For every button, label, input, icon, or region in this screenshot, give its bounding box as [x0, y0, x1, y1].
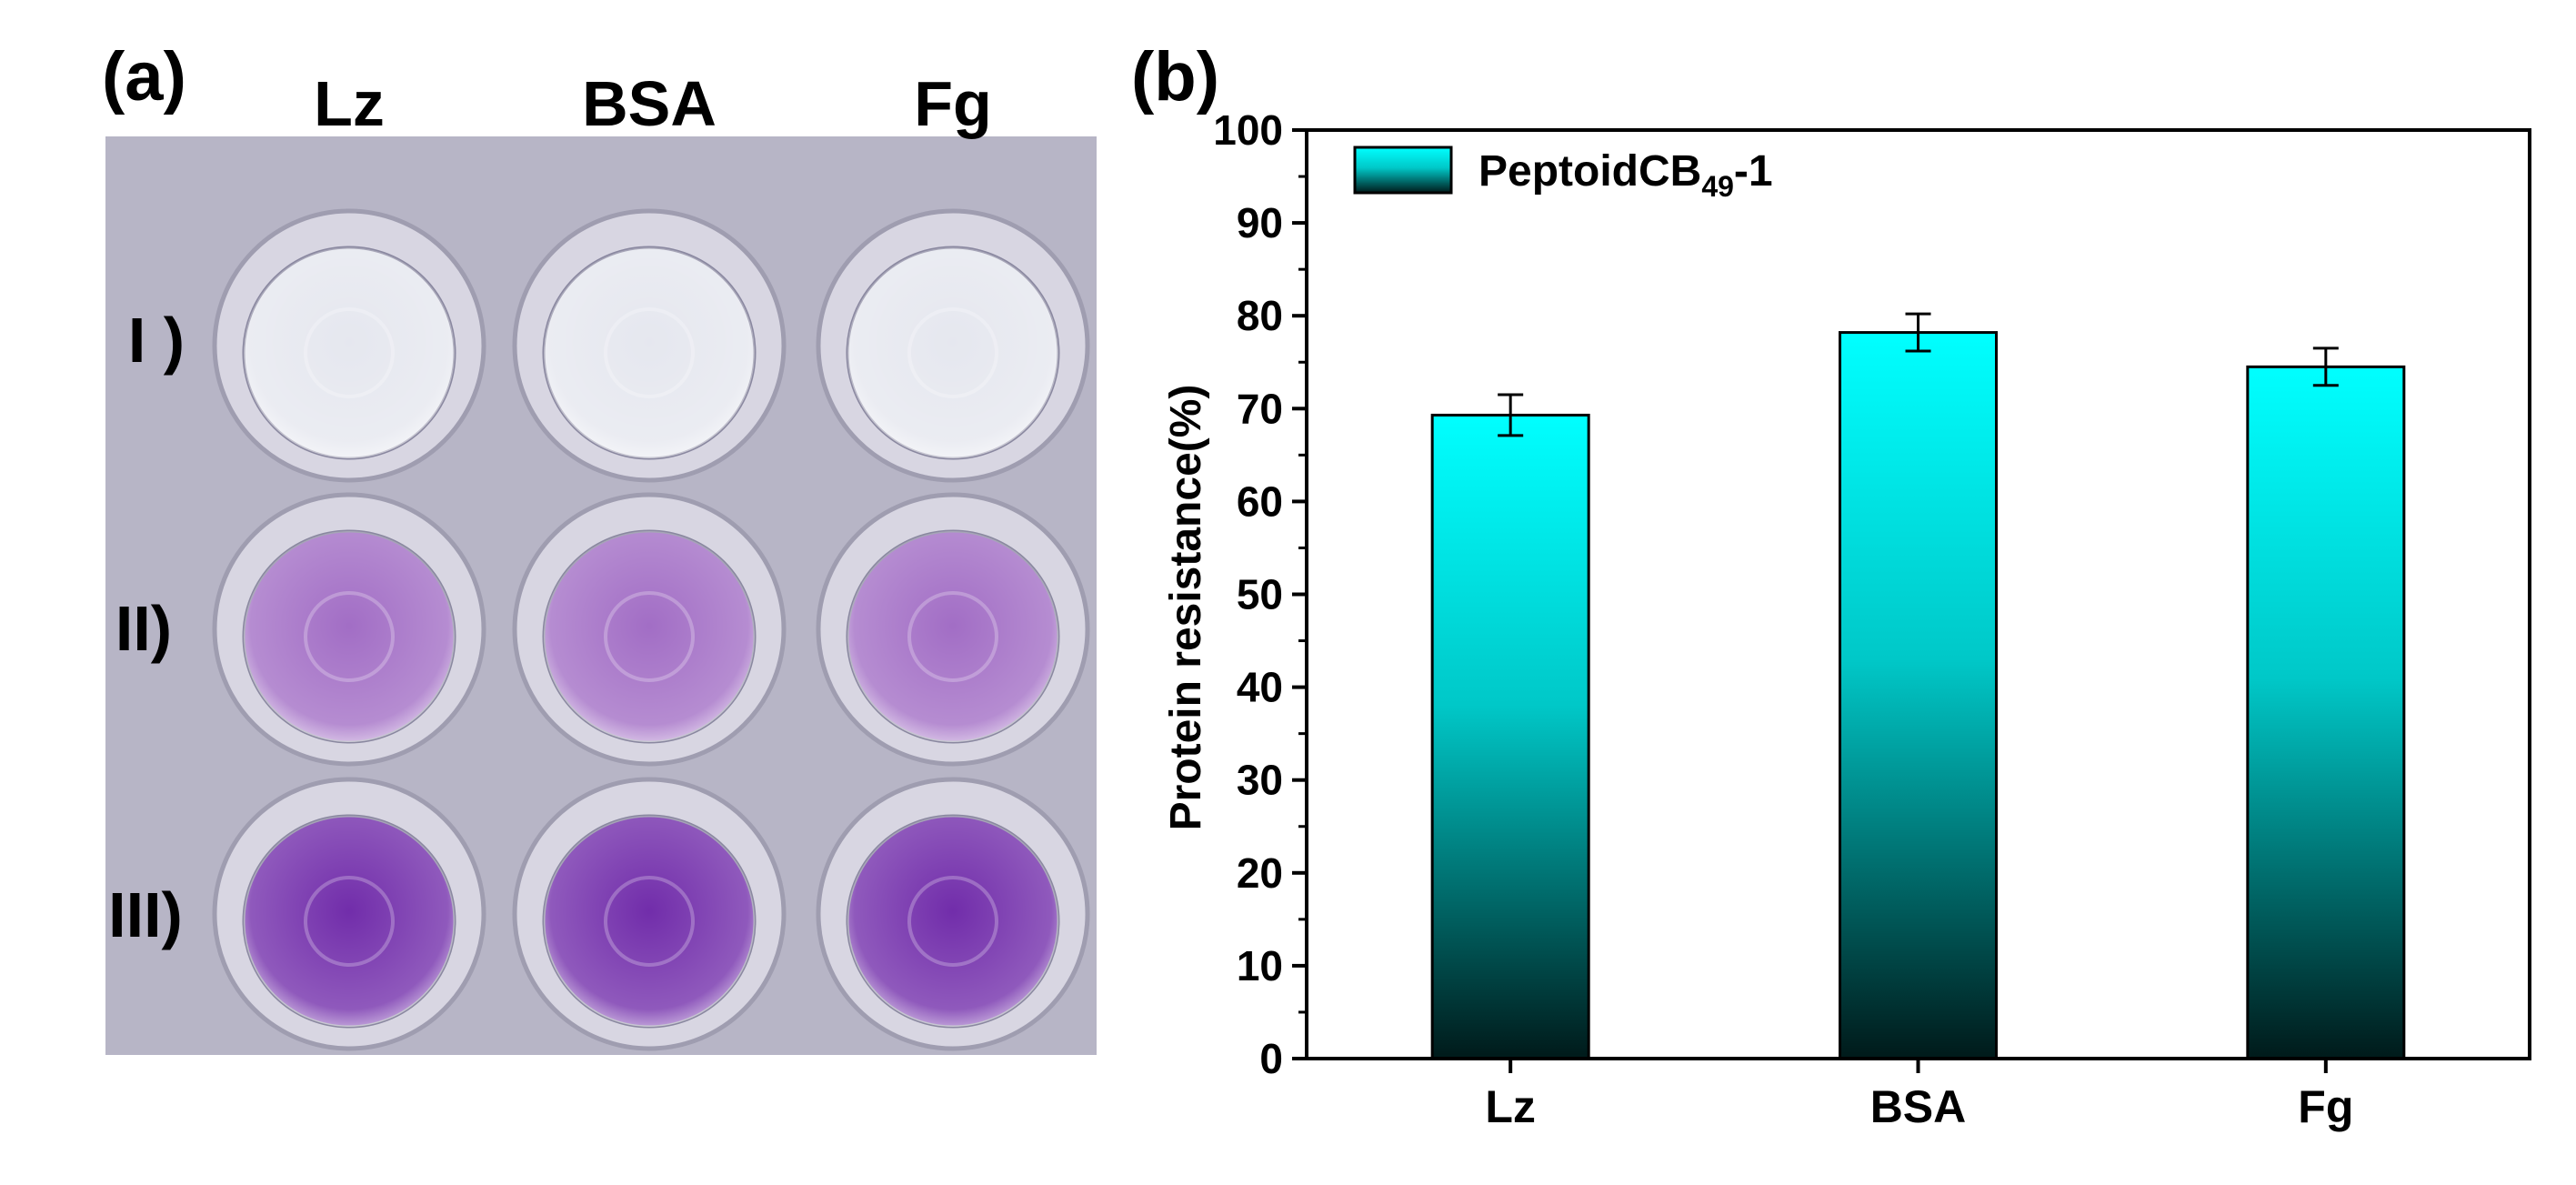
well-glass-lz-row-3	[244, 816, 455, 1027]
y-tick-label-30: 30	[1237, 757, 1283, 804]
bar-bsa	[1839, 331, 1998, 1060]
legend: PeptoidCB49-1	[1353, 146, 1773, 203]
y-tick-label-70: 70	[1237, 385, 1283, 432]
y-tick-label-90: 90	[1237, 199, 1283, 246]
x-tick-label-fg: Fg	[2298, 1081, 2353, 1132]
y-tick-label-10: 10	[1237, 942, 1283, 989]
legend-label-main: PeptoidCB	[1478, 147, 1701, 196]
column-headers: Lz BSA Fg	[314, 68, 992, 139]
well-reflection-lz-row-3	[304, 876, 395, 967]
y-tick-label-40: 40	[1237, 664, 1283, 711]
well-reflection-bsa-row-1	[604, 307, 695, 398]
well-glass-lz-row-1	[244, 247, 455, 458]
y-tick-label-100: 100	[1213, 106, 1283, 154]
y-tick-label-20: 20	[1237, 849, 1283, 897]
x-tick-label-bsa: BSA	[1870, 1081, 1967, 1132]
y-tick-label-0: 0	[1259, 1035, 1283, 1082]
plot-area: 0 10 20 30 40 50 60 70 80 90 100 Lz BSA Fg	[1213, 106, 2531, 1132]
well-reflection-lz-row-1	[304, 307, 395, 398]
x-tick-label-lz: Lz	[1485, 1081, 1536, 1132]
legend-swatch	[1353, 146, 1453, 195]
well-glass-bsa-row-3	[544, 816, 755, 1027]
panel-b-label: (b)	[1131, 38, 1219, 115]
well-glass-bsa-row-2	[544, 531, 755, 742]
column-label-bsa: BSA	[582, 68, 717, 139]
well-reflection-bsa-row-3	[604, 876, 695, 967]
row-labels: I ) II) III)	[108, 305, 185, 950]
y-tick-label-60: 60	[1237, 477, 1283, 525]
well-glass-fg-row-2	[847, 531, 1058, 742]
row-label-ii: II)	[115, 593, 172, 664]
well-reflection-fg-row-2	[907, 591, 998, 682]
column-label-lz: Lz	[314, 68, 385, 139]
well-glass-lz-row-2	[244, 531, 455, 742]
plate-wells	[212, 208, 1090, 1051]
well-reflection-fg-row-3	[907, 876, 998, 967]
well-reflection-lz-row-2	[304, 591, 395, 682]
y-tick-label-80: 80	[1237, 292, 1283, 339]
well-glass-fg-row-1	[847, 247, 1058, 458]
y-tick-label-50: 50	[1237, 571, 1283, 618]
well-reflection-bsa-row-2	[604, 591, 695, 682]
legend-label: PeptoidCB49-1	[1478, 147, 1773, 203]
panel-a-label: (a)	[102, 38, 186, 115]
row-label-i: I )	[128, 305, 185, 376]
row-label-iii: III)	[108, 879, 183, 950]
well-glass-fg-row-3	[847, 816, 1058, 1027]
legend-label-subscript: 49	[1701, 170, 1734, 203]
panel-b: (b) Protein resistance(%) 0 10 20 30 40 50 60 7…	[1131, 38, 2531, 1132]
legend-label-suffix: -1	[1734, 147, 1773, 196]
well-reflection-fg-row-1	[907, 307, 998, 398]
column-label-fg: Fg	[914, 68, 992, 139]
well-glass-bsa-row-1	[544, 247, 755, 458]
bar-fg	[2246, 365, 2406, 1060]
y-axis-label: Protein resistance(%)	[1162, 385, 1210, 831]
bar-lz	[1430, 413, 1590, 1060]
panel-a: (a) Lz BSA Fg I ) II) III)	[102, 38, 1097, 1055]
